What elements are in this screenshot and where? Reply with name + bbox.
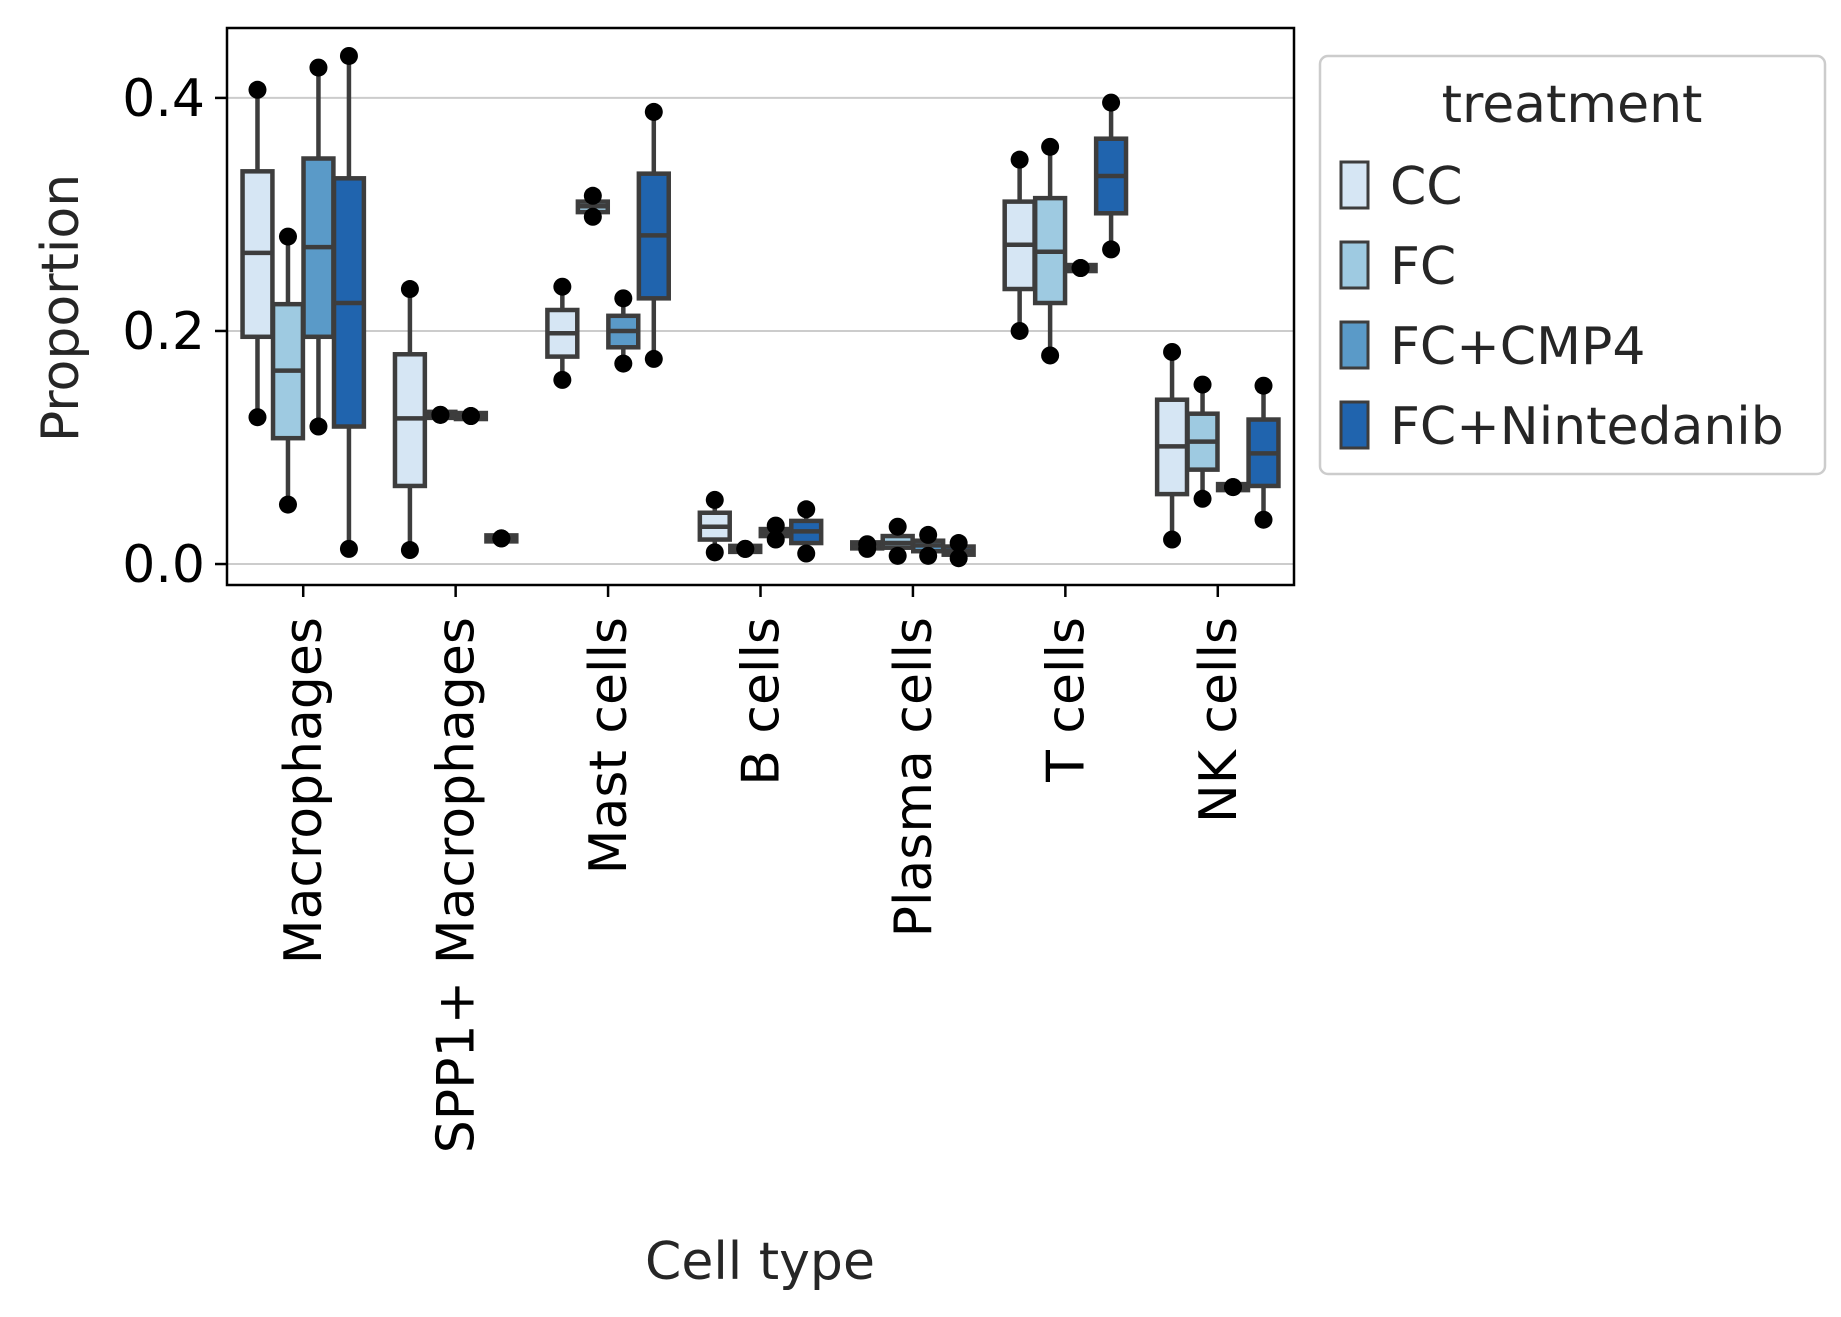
data-point bbox=[614, 354, 633, 373]
data-point bbox=[1071, 259, 1090, 278]
data-point bbox=[309, 417, 328, 436]
legend-label: CC bbox=[1390, 157, 1463, 217]
data-point bbox=[1041, 346, 1060, 365]
grid-lines bbox=[227, 96, 1294, 566]
data-point bbox=[248, 408, 267, 427]
data-point bbox=[614, 289, 633, 308]
data-point bbox=[766, 530, 785, 549]
x-tick-label: B cells bbox=[732, 617, 792, 786]
data-point bbox=[888, 517, 907, 536]
data-point bbox=[339, 46, 358, 65]
data-point bbox=[553, 370, 572, 389]
box-layer bbox=[240, 55, 1281, 559]
legend-swatch bbox=[1339, 240, 1370, 290]
data-point bbox=[1010, 321, 1029, 340]
data-point bbox=[1254, 510, 1273, 529]
x-tick-label: SPP1+ Macrophages bbox=[427, 617, 487, 1153]
data-point bbox=[766, 516, 785, 535]
legend-swatch bbox=[1339, 400, 1370, 450]
data-point bbox=[705, 490, 724, 509]
data-point bbox=[583, 186, 602, 205]
data-point bbox=[1163, 342, 1182, 361]
legend-label: FC+Nintedanib bbox=[1390, 397, 1784, 457]
data-point bbox=[583, 207, 602, 226]
legend-swatch bbox=[1339, 160, 1370, 210]
y-tick-label: 0.4 bbox=[122, 69, 205, 129]
y-axis: 0.0 0.2 0.4 bbox=[122, 69, 227, 595]
x-tick-label: Macrophages bbox=[274, 617, 334, 964]
data-point bbox=[888, 546, 907, 565]
legend-entries: CC FC FC+CMP4 FC+Nintedanib bbox=[1339, 157, 1784, 457]
x-axis-title: Cell type bbox=[645, 1232, 875, 1292]
y-tick-label: 0.0 bbox=[122, 535, 205, 595]
data-point bbox=[278, 227, 297, 246]
x-tick-label: Mast cells bbox=[579, 617, 639, 874]
data-point bbox=[248, 80, 267, 99]
data-point bbox=[1010, 150, 1029, 169]
data-point bbox=[461, 407, 480, 426]
data-point bbox=[553, 277, 572, 296]
data-point bbox=[400, 541, 419, 560]
legend-label: FC+CMP4 bbox=[1390, 317, 1645, 377]
data-point bbox=[705, 543, 724, 562]
data-point bbox=[644, 102, 663, 121]
data-point bbox=[1254, 376, 1273, 395]
data-point bbox=[400, 280, 419, 299]
data-point bbox=[797, 544, 816, 563]
data-point bbox=[1102, 240, 1121, 259]
data-point bbox=[644, 349, 663, 368]
x-tick-label: Plasma cells bbox=[884, 617, 944, 937]
y-tick-label: 0.2 bbox=[122, 302, 205, 362]
data-point bbox=[309, 58, 328, 77]
legend-label: FC bbox=[1390, 237, 1456, 297]
plot-frame bbox=[225, 26, 1296, 587]
x-tick-label: NK cells bbox=[1189, 617, 1249, 823]
legend-frame bbox=[1318, 54, 1827, 476]
legend: treatment CC FC FC+CMP4 FC+Nintedanib bbox=[1318, 54, 1827, 476]
data-point bbox=[949, 549, 968, 568]
data-point bbox=[1193, 375, 1212, 394]
data-point bbox=[339, 539, 358, 558]
point-layer bbox=[248, 46, 1273, 568]
data-point bbox=[858, 539, 877, 558]
data-point bbox=[736, 539, 755, 558]
data-point bbox=[492, 529, 511, 548]
data-point bbox=[1193, 489, 1212, 508]
data-point bbox=[1224, 478, 1243, 497]
data-point bbox=[431, 405, 450, 424]
data-point bbox=[1041, 137, 1060, 156]
data-point bbox=[797, 500, 816, 519]
data-point bbox=[919, 546, 938, 565]
data-point bbox=[1102, 93, 1121, 112]
y-axis-title: Proportion bbox=[31, 174, 91, 442]
data-point bbox=[278, 495, 297, 514]
x-tick-label: T cells bbox=[1036, 617, 1096, 783]
data-point bbox=[1163, 530, 1182, 549]
legend-swatch bbox=[1339, 320, 1370, 370]
data-point bbox=[919, 525, 938, 544]
x-axis: Macrophages SPP1+ Macrophages Mast cells B … bbox=[274, 585, 1249, 1153]
data-point bbox=[949, 534, 968, 553]
legend-title: treatment bbox=[1442, 75, 1703, 135]
